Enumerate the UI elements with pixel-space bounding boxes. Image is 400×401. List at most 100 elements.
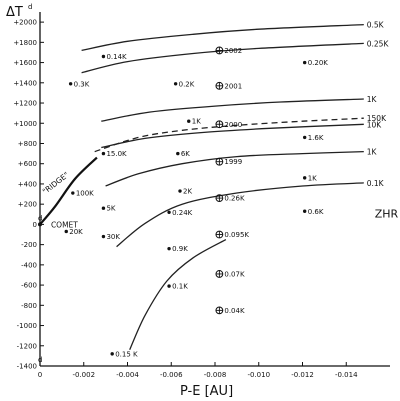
contour-line	[105, 150, 364, 187]
data-point	[176, 151, 180, 156]
y-tick-label: +800	[18, 140, 37, 148]
y-tick-label: +1400	[13, 79, 37, 87]
data-point-label: 0.1K	[172, 283, 188, 291]
marker-label: 2000	[224, 121, 242, 129]
x-tick-label: 0	[38, 371, 42, 379]
y-tick-label: -1200	[17, 342, 37, 350]
data-point	[167, 210, 171, 214]
contour-line	[116, 182, 364, 248]
marker-label: 0.095K	[224, 231, 249, 239]
data-point-label: 1.6K	[308, 134, 324, 142]
data-point-label: 0.24K	[172, 209, 193, 217]
data-point	[101, 54, 106, 59]
data-point-label: 1K	[192, 118, 201, 126]
data-point-label: 5K	[106, 205, 115, 213]
contour-label: 0.25K	[367, 39, 390, 48]
data-point-label: 0.9K	[172, 245, 188, 253]
contour-label: 0.1K	[367, 179, 385, 188]
contour-label: 10K	[367, 120, 383, 129]
y-tick-label: +400	[18, 180, 37, 188]
comet-point	[38, 222, 42, 227]
data-point-label: 0.14K	[106, 53, 127, 61]
y-tick-label: -200	[21, 241, 37, 249]
y-tick-label: +1200	[13, 100, 37, 108]
data-point-label: 0.15 K	[115, 350, 138, 358]
data-points: 0.3K 0.14K 0.2K 0.20K 1K 15.0K 6K 1.6K 100K 2K 1K 5…	[64, 53, 329, 358]
marker-label: 0.04K	[224, 307, 245, 315]
x-tick-label: -0.006	[160, 371, 183, 379]
y-axis-title-superscript: d	[28, 3, 32, 11]
y-tick-superscript: d	[38, 214, 42, 222]
contour-line	[129, 239, 227, 351]
zhr-label: ZHR	[375, 207, 399, 220]
x-tick-label: -0.002	[72, 371, 95, 379]
marker-label: 2001	[224, 82, 242, 90]
y-tick-label: +1000	[13, 120, 37, 128]
data-point-label: 2K	[183, 188, 192, 196]
contour-line	[101, 98, 364, 122]
year-markers: 2002 2001 2000 1999 0.26K 0.095K 0.07K 0.04K	[215, 46, 249, 315]
contour-line	[81, 42, 364, 74]
x-tick-label: -0.012	[291, 371, 314, 379]
contour-label: 150K	[367, 114, 387, 123]
data-point-label: 1K	[308, 174, 317, 182]
y-axis-title: ΔT	[6, 5, 23, 20]
data-point	[302, 135, 307, 140]
y-tick-label: -1400	[17, 363, 37, 371]
data-point	[302, 176, 307, 180]
x-axis-ticks: 0 -0.002 -0.004 -0.006 -0.008 -0.010 -0.012 -0.…	[38, 362, 358, 379]
x-tick-label: -0.014	[335, 371, 358, 379]
contour-line	[94, 117, 364, 153]
annotations: COMET ZHR	[38, 207, 398, 229]
data-point	[167, 284, 171, 288]
contour-line	[101, 123, 364, 149]
data-point	[302, 60, 307, 65]
data-point	[178, 189, 182, 193]
x-tick-label: -0.004	[116, 371, 139, 379]
data-point-label: 20K	[69, 228, 83, 236]
data-point	[167, 246, 171, 251]
contour-label: 0.5K	[367, 21, 385, 30]
y-tick-superscript: d	[38, 356, 42, 364]
x-axis-title: P-E [AU]	[180, 384, 233, 399]
y-tick-label: -600	[21, 282, 37, 290]
y-tick-label: -1000	[17, 322, 37, 330]
y-tick-label: +600	[18, 160, 37, 168]
data-point-label: 0.2K	[179, 80, 195, 88]
marker-label: 1999	[224, 158, 242, 166]
x-tick-label: -0.008	[204, 371, 227, 379]
data-point-label: 100K	[76, 190, 94, 198]
contour-label: 1K	[367, 148, 378, 157]
y-tick-label: 0	[33, 221, 37, 229]
data-point	[71, 191, 75, 195]
x-tick-label: -0.010	[247, 371, 270, 379]
data-point	[64, 229, 68, 234]
data-point	[110, 352, 114, 356]
ridge-line	[39, 156, 98, 226]
data-point-label: 30K	[106, 233, 120, 241]
data-point-label: 6K	[181, 150, 190, 158]
data-point	[68, 82, 73, 86]
data-point	[101, 151, 106, 156]
data-point	[302, 209, 307, 213]
data-point	[187, 119, 191, 123]
marker-label: 0.26K	[224, 195, 245, 203]
marker-label: 0.07K	[224, 270, 245, 278]
data-point	[101, 234, 106, 239]
data-point-label: 0.20K	[308, 59, 329, 67]
data-point-label: 0.6K	[308, 208, 324, 216]
y-axis-ticks: +2000+1800+1600+1400+1200+1000+800+600+4…	[13, 19, 44, 371]
y-tick-label: -800	[21, 302, 37, 310]
data-point-label: 15.0K	[106, 150, 127, 158]
data-point	[173, 82, 178, 86]
y-tick-label: +1600	[13, 59, 37, 67]
y-tick-label: -400	[21, 261, 37, 269]
contour-line	[81, 23, 364, 52]
marker-label: 2002	[224, 47, 242, 55]
y-tick-label: +1800	[13, 39, 37, 47]
contour-label: 1K	[367, 95, 378, 104]
data-point	[101, 206, 106, 210]
data-point-label: 0.3K	[74, 80, 90, 88]
